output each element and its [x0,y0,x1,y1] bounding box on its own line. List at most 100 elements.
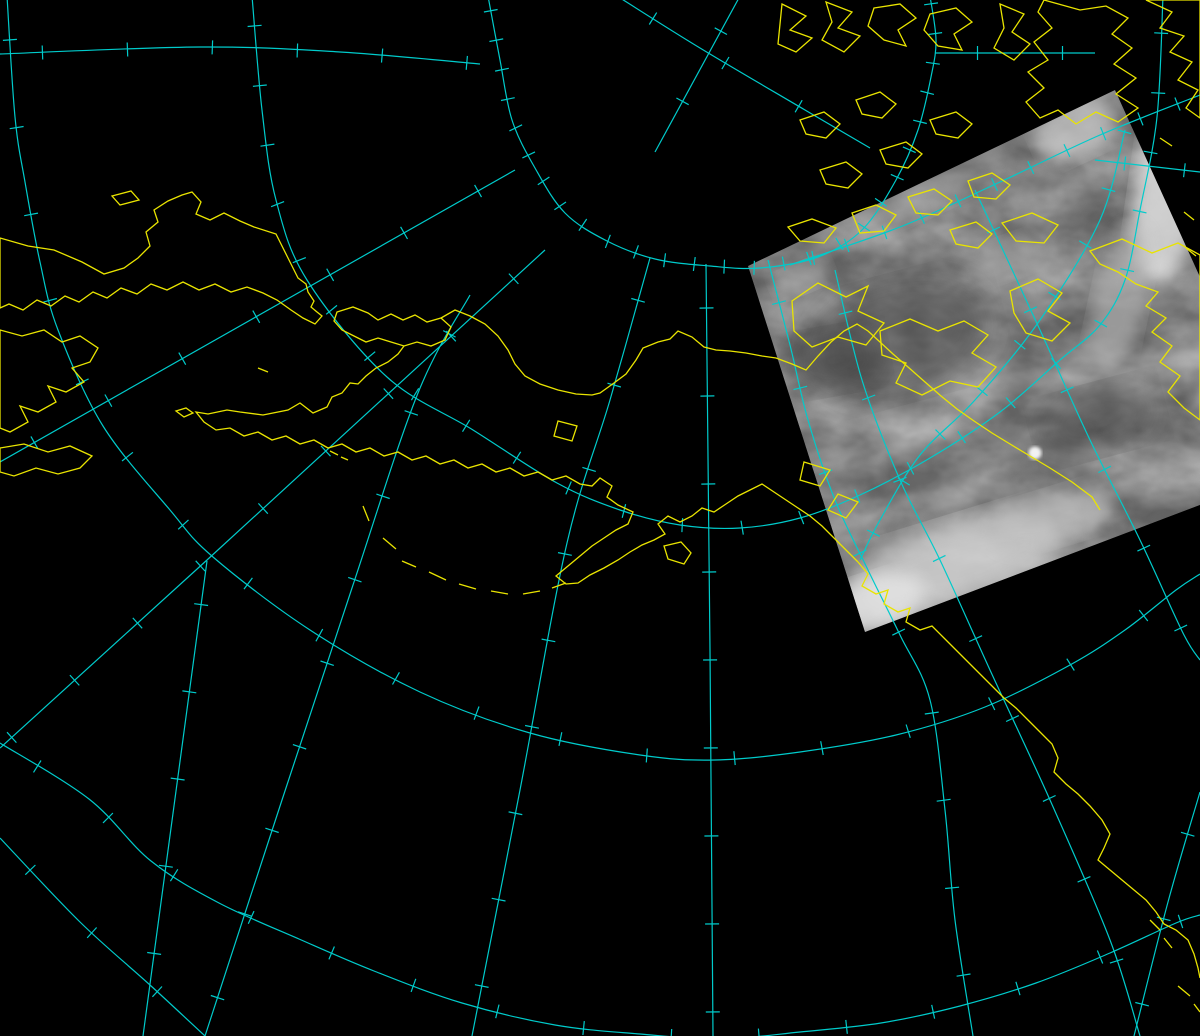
meridian-d2 [204,294,471,1036]
graticule-tick [604,234,611,249]
graticule-tick [1014,339,1026,350]
graticule-tick [820,741,824,756]
graticule-tick [806,251,812,266]
graticule-tick [315,628,324,642]
graticule-tick [169,868,179,882]
graticule-tick [257,502,269,515]
aleutian-3 [401,560,417,568]
graticule-tick [524,724,540,729]
graticule-tick [1100,126,1107,141]
graticule-tick [512,451,522,464]
island-qc-2 [1163,937,1173,949]
island-qe-4 [923,7,974,51]
island-banks [791,282,886,348]
graticule-tick [1015,981,1021,996]
graticule-tick [178,352,187,365]
graticule-tick [325,304,338,315]
swath-cloud-mass [885,168,975,222]
graticule-tick [541,638,556,643]
graticule-tick [557,552,572,556]
graticule-tick [410,387,420,401]
graticule-tick [2,38,17,41]
graticule-tick [473,706,480,720]
graticule-tick [260,143,275,147]
island-pribilof-1 [329,450,339,456]
graticule-tick [43,297,58,303]
graticule-tick [857,222,871,232]
graticule-tick [1078,240,1092,249]
swath-cloud-mass [1041,385,1155,455]
graticule-tick [151,986,163,998]
graticule-tick [781,256,786,271]
graticule-tick [75,378,89,386]
graticule-tick [326,268,335,282]
island-baffin [1088,238,1200,421]
graticule-tick [920,90,935,95]
graticule-tick [292,257,307,264]
graticule-tick [565,481,572,495]
aleutian-5 [458,583,477,590]
graticule-tick [474,984,489,988]
graticule-tick [69,674,80,686]
island-devon [1000,212,1060,244]
meridian-e [0,169,516,463]
graticule-tick [924,2,939,6]
graticule-tick [509,124,523,132]
graticule-tick [489,38,504,43]
island-sverdrup-1 [799,111,841,139]
graticule-tick [954,194,962,208]
graticule-tick [772,300,786,305]
graticule-tick [692,257,696,271]
graticule-tick [252,84,267,87]
graticule-tick [913,119,927,125]
graticule-tick [195,560,206,572]
graticule-tick [1138,609,1149,622]
island-st-lawrence [174,407,195,418]
graticule-tick [676,97,689,106]
graticule-tick [404,410,419,416]
graticule-tick [1077,876,1091,883]
graticule-tick [845,1019,848,1034]
parallel-cap-tail [789,94,1200,266]
coastline-layer [0,0,1200,1013]
graticule-tick [9,125,24,130]
swath-bright-spot [1028,446,1042,460]
graticule-tick [102,812,114,824]
graticule-tick [461,419,471,433]
island-nunivak [553,420,578,442]
graticule-tick [6,731,17,744]
graticule-tick [508,811,523,816]
graticule-tick [1154,32,1169,35]
island-pribilof-2 [340,456,349,461]
graticule-tick [320,660,334,666]
graticule-tick [170,777,185,781]
graticule-tick [723,259,726,274]
graticule-tick [632,245,639,259]
graticule-tick [292,744,307,750]
meridian-d [471,257,651,1036]
graticule-tick [631,297,645,303]
graticule-tick [1060,386,1074,394]
graticule-tick [578,218,588,232]
greenland-dash-1 [1159,137,1173,147]
coast-greenland [1145,0,1200,119]
graticule-tick [86,927,98,939]
parallel-4 [0,742,1200,1036]
graticule-tick [1098,465,1112,474]
coast-anadyr-2 [0,443,94,477]
island-sverdrup-6 [949,221,993,249]
island-parry-1 [786,218,838,244]
graticule-tick [182,690,197,694]
aleutian-7 [522,590,541,595]
graticule-tick [265,827,279,834]
aleutian-1 [362,505,370,522]
graticule-tick [1101,187,1116,193]
graticule-tick [1096,950,1104,964]
graticule-tick [1132,209,1147,214]
graticule-tick [104,394,113,407]
graticule-tick [881,225,888,240]
graticule-tick [247,910,255,925]
aleutian-8 [551,582,567,589]
island-vancouver-1 [1177,985,1191,997]
